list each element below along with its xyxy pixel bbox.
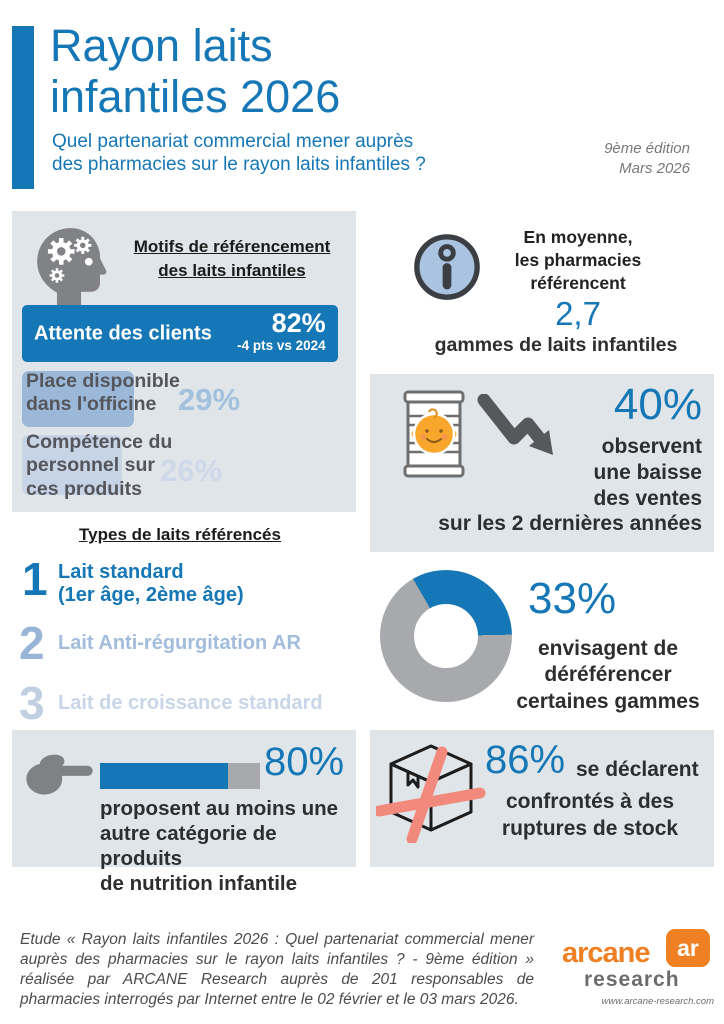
milk-can-baby-icon xyxy=(403,390,465,478)
type-item-1: Lait standard (1er âge, 2ème âge) xyxy=(58,561,244,608)
other-products-line1: proposent au moins une xyxy=(100,797,339,820)
type-item-3: Lait de croissance standard xyxy=(58,692,323,714)
bar-fill-attente: Attente des clients 82% -4 pts vs 2024 xyxy=(22,305,338,362)
average-value: 2,7 xyxy=(555,295,601,332)
motifs-block: Motifs de référencement des laits infant… xyxy=(12,211,356,512)
info-icon xyxy=(414,234,480,300)
bar-value-26: 26% xyxy=(160,453,223,488)
bar-row-competence: Compétence du personnel sur ces produits… xyxy=(22,429,407,501)
logo-row: arcane ar xyxy=(562,929,714,971)
stock-value: 86% xyxy=(485,738,566,782)
bar-fill-place xyxy=(22,371,134,427)
pointing-hand-icon xyxy=(26,754,93,795)
types-title: Types de laits référencés xyxy=(79,525,281,544)
bar-note-82: -4 pts vs 2024 xyxy=(237,338,326,353)
sales-decline-block: 40% observent une baisse des ventes sur … xyxy=(370,374,714,552)
logo-badge-icon: ar xyxy=(666,929,710,967)
bar-label-place-line2: dans l'officine xyxy=(26,393,157,416)
type-rank-2: 2 xyxy=(19,617,45,669)
decline-text-line4: sur les 2 dernières années xyxy=(438,512,702,536)
bar-label-competence-line2: personnel sur xyxy=(26,454,155,477)
dereference-text-line3: certaines gammes xyxy=(516,689,700,713)
logo-sub-text: research xyxy=(584,968,680,991)
progress-fill xyxy=(100,763,228,789)
logo-url: www.arcane-research.com xyxy=(601,996,714,1007)
header-accent-bar xyxy=(12,26,34,189)
bar-value-82: 82% xyxy=(271,308,326,338)
bar-fill-competence xyxy=(22,435,123,495)
decline-text-line1: observent xyxy=(601,435,702,458)
stock-text-line2: confrontés à des xyxy=(505,790,675,813)
average-text-line3: référencent xyxy=(530,272,626,293)
motifs-title-line1: Motifs de référencement xyxy=(133,237,331,256)
edition-date: Mars 2026 xyxy=(619,160,690,178)
dereference-text-line2: déréférencer xyxy=(544,663,672,687)
decline-text-line3: des ventes xyxy=(593,486,702,510)
bar-value-29: 29% xyxy=(178,382,241,417)
bar-row-place: Place disponible dans l'officine 29% xyxy=(22,368,407,430)
edition-number: 9ème édition xyxy=(604,140,690,157)
other-products-text: proposent au moins une autre catégorie d… xyxy=(100,796,356,896)
study-note: Etude « Rayon laits infantiles 2026 : Qu… xyxy=(20,931,534,1009)
donut-hole xyxy=(414,604,478,668)
decline-text-line2: une baisse xyxy=(593,460,702,484)
progress-track xyxy=(100,763,260,789)
dereference-value: 33% xyxy=(528,574,617,623)
bar-value-attente: 82% -4 pts vs 2024 xyxy=(237,310,326,355)
stock-text-line3: ruptures de stock xyxy=(501,817,679,840)
stock-block: 86% se déclarent confrontés à des ruptur… xyxy=(370,730,714,867)
dereference-text-line1: envisagent de xyxy=(537,637,679,660)
motifs-title-line2: des laits infantiles xyxy=(158,260,306,280)
average-caption: gammes de laits infantiles xyxy=(434,334,678,356)
average-text: En moyenne, les pharmacies référencent xyxy=(480,226,676,294)
bar-label-competence: Compétence du personnel sur ces produits xyxy=(26,431,172,501)
page-subtitle: Quel partenariat commercial mener auprès… xyxy=(52,131,426,177)
type-item-1-line1: Lait standard xyxy=(58,561,184,583)
other-products-line3: de nutrition infantile xyxy=(100,872,298,895)
edition-note: 9ème édition Mars 2026 xyxy=(604,139,690,180)
type-rank-1: 1 xyxy=(22,553,48,605)
dereference-text: envisagent de déréférencer certaines gam… xyxy=(505,636,711,715)
decline-value: 40% xyxy=(613,380,702,429)
bar-label-competence-line1: Compétence du xyxy=(26,431,173,453)
stock-text-line1: se déclarent xyxy=(576,758,699,781)
type-rank-3: 3 xyxy=(19,677,45,729)
page-title-line1: Rayon laits xyxy=(50,20,273,71)
page-title-line2: infantiles 2026 xyxy=(50,71,341,123)
decline-text: observent une baisse des ventes sur les … xyxy=(372,434,702,537)
head-gears-icon xyxy=(37,228,107,307)
other-products-block: 80% proposent au moins une autre catégor… xyxy=(12,730,356,895)
page-subtitle-line1: Quel partenariat commercial mener auprès xyxy=(52,131,414,152)
other-products-line2: autre catégorie de produits xyxy=(100,822,277,870)
down-trend-arrow-icon xyxy=(477,394,553,455)
bar-row-attente: Attente des clients 82% -4 pts vs 2024 xyxy=(22,305,407,362)
bar-label-competence-line3: ces produits xyxy=(26,477,142,500)
motifs-title: Motifs de référencement des laits infant… xyxy=(112,235,352,283)
other-products-value: 80% xyxy=(264,740,345,784)
bar-label-attente: Attente des clients xyxy=(34,322,212,344)
bar-label-place: Place disponible dans l'officine xyxy=(26,370,180,417)
logo-brand-text: arcane xyxy=(562,937,651,969)
bar-label-place-line1: Place disponible xyxy=(26,370,180,392)
average-text-line2: les pharmacies xyxy=(514,249,642,270)
arcane-research-logo: arcane ar research www.arcane-research.c… xyxy=(562,929,714,1007)
page-title: Rayon laits infantiles 2026 xyxy=(50,20,340,123)
type-item-1-line2: (1er âge, 2ème âge) xyxy=(58,584,244,607)
average-text-line1: En moyenne, xyxy=(523,227,633,247)
donut-chart xyxy=(380,570,512,702)
type-item-2: Lait Anti-régurgitation AR xyxy=(58,632,301,654)
page-subtitle-line2: des pharmacies sur le rayon laits infant… xyxy=(52,153,426,175)
crossed-box-icon xyxy=(376,744,486,843)
